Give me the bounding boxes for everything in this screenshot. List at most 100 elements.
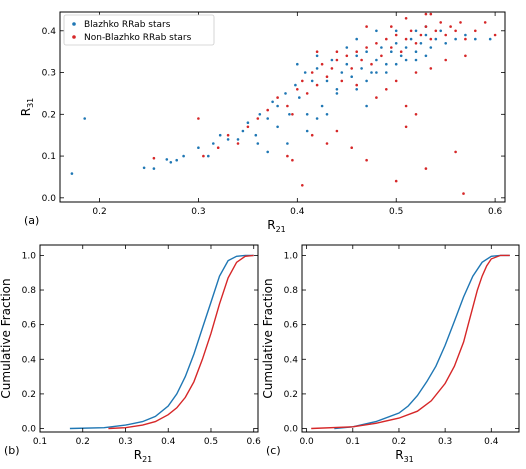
- data-point: [394, 42, 398, 45]
- data-point: [375, 96, 378, 99]
- data-point: [202, 154, 205, 158]
- data-point: [390, 25, 393, 28]
- data-point: [276, 96, 279, 99]
- data-point: [286, 104, 289, 108]
- data-point: [488, 37, 492, 41]
- data-point: [340, 79, 344, 83]
- data-point: [296, 62, 299, 66]
- y-tick-label: 0.2: [42, 110, 56, 120]
- data-point: [83, 117, 86, 120]
- data-point: [320, 104, 324, 108]
- y-tick-label: 0.0: [284, 425, 299, 435]
- data-point: [474, 37, 477, 41]
- data-point: [394, 62, 398, 66]
- data-point: [434, 29, 438, 33]
- legend-label: Non-Blazhko RRab stars: [84, 33, 192, 43]
- data-point: [414, 50, 418, 53]
- data-point: [305, 129, 309, 133]
- data-point: [454, 37, 457, 41]
- data-point: [474, 29, 477, 33]
- data-point: [345, 54, 349, 58]
- data-point: [266, 117, 270, 120]
- data-point: [424, 33, 428, 37]
- data-point: [182, 154, 185, 158]
- data-point: [390, 46, 393, 49]
- data-point: [350, 67, 354, 70]
- data-point: [325, 75, 329, 78]
- data-point: [241, 129, 245, 133]
- data-point: [246, 125, 250, 129]
- y-tick-label: 0.4: [42, 27, 57, 37]
- data-point: [266, 108, 270, 112]
- data-point: [294, 83, 297, 87]
- data-point: [385, 71, 388, 74]
- x-tick-label: 0.3: [191, 207, 205, 217]
- data-point: [493, 33, 497, 37]
- data-point: [394, 79, 398, 83]
- data-point: [394, 29, 398, 33]
- data-point: [404, 104, 408, 108]
- data-point: [483, 21, 487, 24]
- series-0: [70, 25, 492, 175]
- y-tick-label: 0.0: [22, 425, 37, 435]
- data-point: [375, 29, 378, 33]
- data-point: [444, 42, 448, 45]
- data-point: [276, 104, 279, 108]
- x-tick-label: 0.3: [118, 437, 132, 447]
- data-point: [335, 88, 339, 91]
- data-point: [404, 125, 408, 129]
- data-point: [236, 138, 240, 141]
- legend-marker: [72, 22, 76, 26]
- scatter-panel: 0.2 0.3 0.4 0.5 0.6 0.0 0.1 0.2 0.3 0.4 R21 R31 (a) B…: [19, 11, 506, 234]
- x-tick-label: 0.0: [299, 437, 314, 447]
- x-axis-label: R21: [134, 448, 153, 464]
- data-point: [345, 62, 349, 66]
- legend-label: Blazhko RRab stars: [84, 20, 171, 30]
- x-tick-label: 0.4: [484, 437, 499, 447]
- data-point: [325, 142, 329, 145]
- data-point: [394, 179, 398, 183]
- data-point: [340, 71, 344, 74]
- data-point: [284, 92, 287, 95]
- data-point: [276, 125, 279, 129]
- data-point: [439, 29, 443, 33]
- legend-marker: [72, 35, 76, 39]
- data-point: [330, 67, 334, 70]
- data-point: [256, 117, 260, 120]
- data-point: [315, 83, 319, 87]
- data-point: [207, 154, 210, 158]
- y-axis-label: Cumulative Fraction: [261, 278, 275, 398]
- data-point: [449, 25, 452, 28]
- data-point: [385, 88, 388, 91]
- x-tick-label: 0.4: [161, 437, 176, 447]
- data-point: [325, 113, 329, 116]
- data-point: [70, 172, 74, 175]
- x-tick-label: 0.6: [247, 437, 262, 447]
- data-point: [429, 46, 433, 49]
- data-point: [226, 138, 230, 141]
- data-point: [152, 167, 156, 170]
- data-point: [286, 142, 289, 145]
- x-tick-label: 0.1: [346, 437, 360, 447]
- data-point: [315, 54, 319, 58]
- data-point: [271, 100, 274, 104]
- data-point: [350, 146, 354, 149]
- cdf-line-1: [108, 254, 254, 430]
- data-point: [236, 142, 240, 145]
- y-tick-label: 0.4: [22, 355, 37, 365]
- data-point: [345, 46, 349, 49]
- data-point: [216, 146, 220, 149]
- legend-box: [63, 14, 215, 46]
- data-point: [365, 104, 368, 108]
- cdf-line-1: [311, 254, 510, 430]
- data-point: [335, 129, 339, 133]
- data-point: [424, 25, 428, 28]
- y-tick-label: 0.8: [284, 286, 299, 296]
- data-point: [375, 58, 378, 62]
- data-point: [315, 50, 319, 53]
- series-1: [152, 12, 497, 195]
- y-tick-label: 0.2: [284, 390, 298, 400]
- data-point: [330, 58, 334, 62]
- data-point: [335, 50, 339, 53]
